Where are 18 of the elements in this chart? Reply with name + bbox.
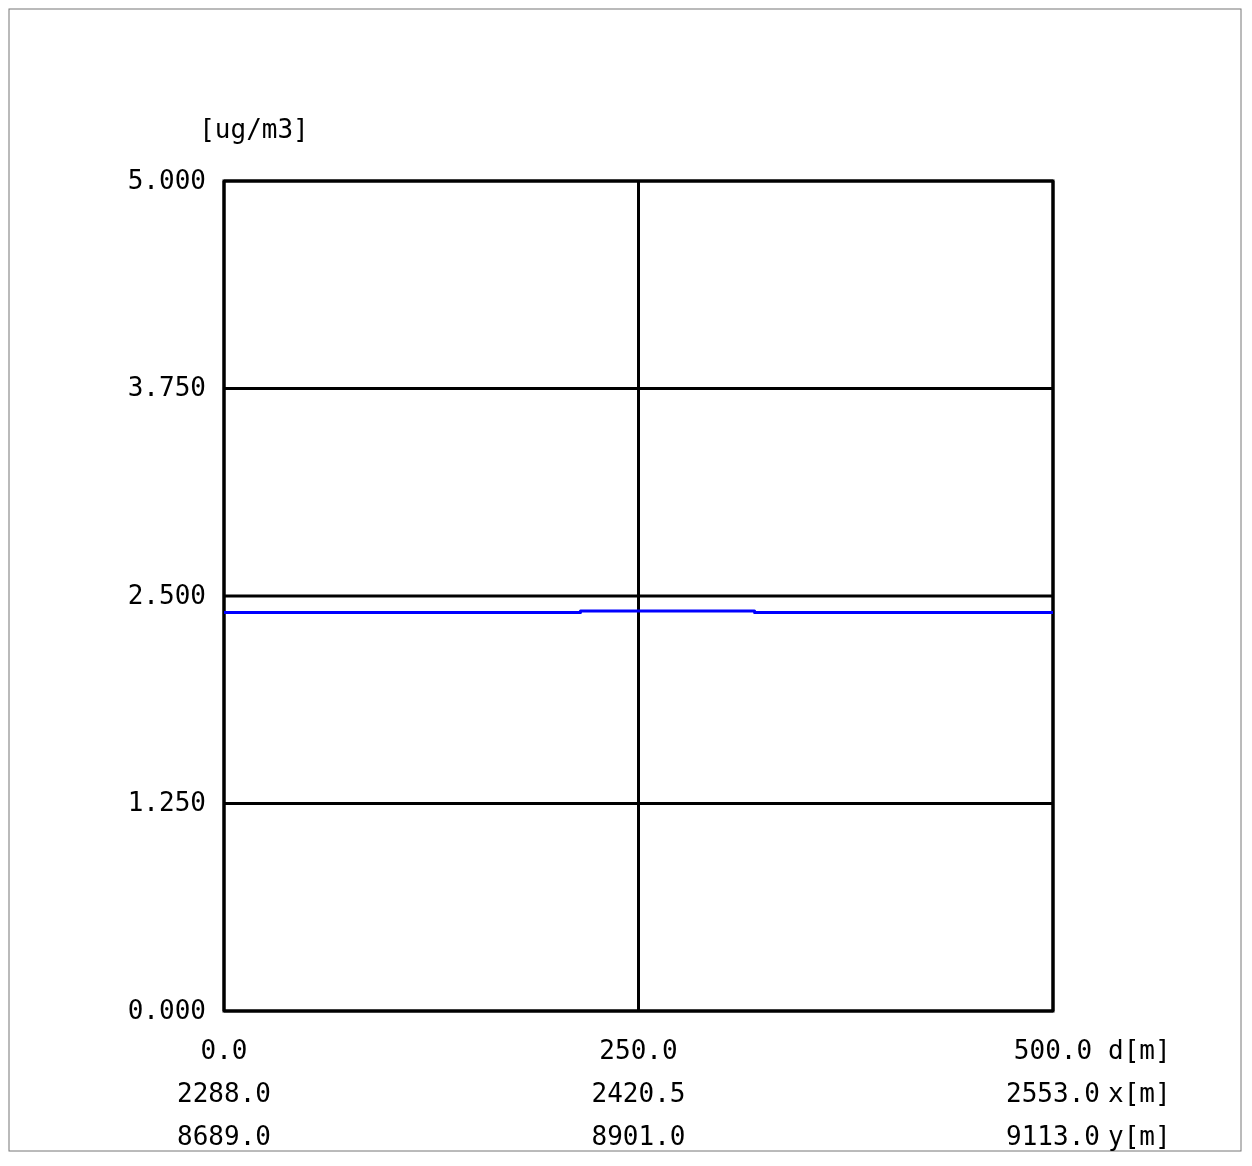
x2-tick-label: 2553.0 bbox=[1006, 1077, 1100, 1108]
text: y[m] bbox=[1108, 1120, 1171, 1151]
text: 8901.0 bbox=[591, 1120, 686, 1151]
y-axis-title: [ug/m3] bbox=[199, 114, 309, 144]
x2-tick-label: 2288.0 bbox=[177, 1077, 271, 1108]
text: 8689.0 bbox=[177, 1120, 271, 1151]
y-tick-label: 1.250 bbox=[127, 787, 206, 817]
text: 9113.0 bbox=[1006, 1120, 1100, 1151]
x2-axis-title: x[m] bbox=[1108, 1077, 1171, 1108]
y-tick-label: 0.000 bbox=[127, 994, 206, 1025]
y-tick-label: 5.000 bbox=[127, 164, 206, 195]
x-tick-label: 0.0 bbox=[200, 1034, 248, 1065]
x-tick-label: 250.0 bbox=[599, 1034, 678, 1065]
x2-tick-label: 2420.5 bbox=[591, 1077, 686, 1108]
y-tick-label: 2.500 bbox=[127, 579, 206, 610]
y-tick-label: 3.750 bbox=[127, 372, 206, 402]
x-axis-title: d[m] bbox=[1108, 1034, 1171, 1065]
x-tick-label: 500.0 bbox=[1013, 1034, 1093, 1065]
